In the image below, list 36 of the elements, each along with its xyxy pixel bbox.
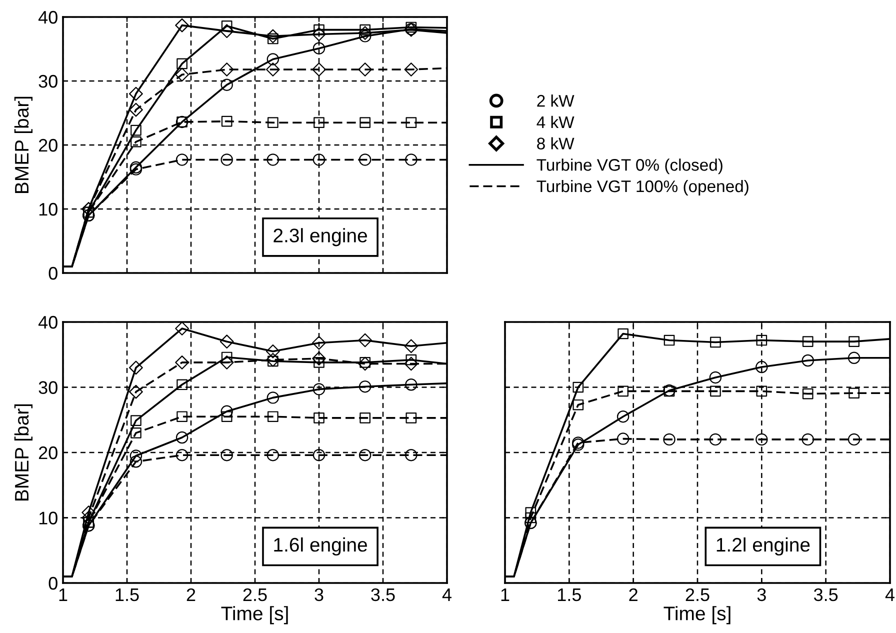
x-tick-label: 1.5 (116, 588, 139, 602)
x-tick-label: 3 (314, 588, 324, 602)
x-axis-title: Time [s] (664, 606, 730, 624)
x-tick-label: 2 (186, 588, 196, 601)
x-axis-title: Time [s] (221, 606, 288, 624)
y-tick-label: 40 (38, 10, 58, 24)
x-tick-label: 3.5 (814, 588, 838, 602)
y-tick-label: 10 (39, 512, 58, 524)
legend-label: 4 kW (536, 116, 574, 128)
y-tick-label: 20 (38, 138, 58, 152)
legend-label: 2 kW (537, 94, 574, 107)
x-tick-label: 3 (757, 588, 766, 602)
y-tick-label: 30 (38, 74, 58, 88)
x-tick-label: 2 (629, 588, 638, 601)
x-tick-label: 3.5 (371, 588, 395, 602)
y-tick-label: 0 (48, 576, 58, 590)
legend-label: 8 kW (537, 137, 574, 150)
x-tick-label: 4 (442, 588, 452, 601)
x-tick-label: 4 (885, 588, 894, 601)
x-tick-label: 2.5 (686, 588, 710, 602)
x-tick-label: 2.5 (243, 588, 267, 602)
y-tick-label: 30 (38, 381, 58, 394)
y-axis-title: BMEP [bar] (14, 96, 32, 193)
legend-label: Turbine VGT 0% (closed) (536, 158, 722, 174)
annotation: 1.6l engine (274, 537, 367, 556)
annotation: 2.3l engine (274, 228, 367, 246)
annotation: 1.2l engine (716, 537, 810, 556)
y-axis-title: BMEP [bar] (14, 404, 32, 500)
y-tick-label: 10 (39, 202, 58, 216)
legend-label: Turbine VGT 100% (opened) (536, 180, 748, 196)
y-tick-label: 20 (38, 446, 58, 460)
x-tick-label: 1 (59, 588, 68, 601)
y-tick-label: 0 (48, 266, 58, 280)
x-tick-label: 1.5 (558, 588, 581, 602)
x-tick-label: 1 (501, 588, 510, 601)
y-tick-label: 40 (38, 316, 58, 329)
